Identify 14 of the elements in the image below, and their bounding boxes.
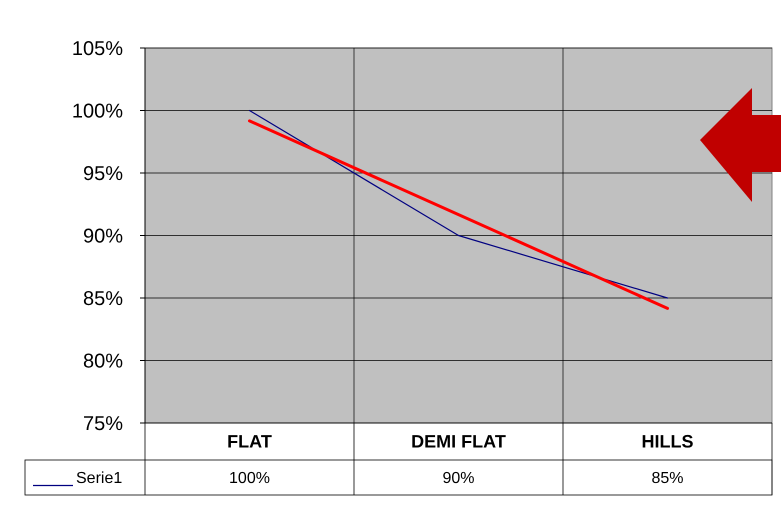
x-tick-label: DEMI FLAT bbox=[411, 431, 506, 452]
x-tick-label: FLAT bbox=[227, 431, 272, 452]
text: 100% bbox=[229, 470, 270, 488]
y-tick-label: 100% bbox=[72, 100, 124, 122]
y-tick-label: 80% bbox=[82, 350, 124, 372]
text: 85% bbox=[651, 470, 684, 488]
text: 90% bbox=[442, 470, 475, 488]
y-tick-label: 95% bbox=[82, 163, 124, 185]
y-tick-label: 75% bbox=[82, 413, 124, 435]
y-tick-label: 105% bbox=[72, 38, 124, 60]
y-tick-label: 85% bbox=[82, 288, 124, 310]
legend-label: Serie1 bbox=[76, 470, 122, 488]
x-tick-label: HILLS bbox=[642, 431, 694, 452]
y-tick-label: 90% bbox=[82, 226, 124, 248]
